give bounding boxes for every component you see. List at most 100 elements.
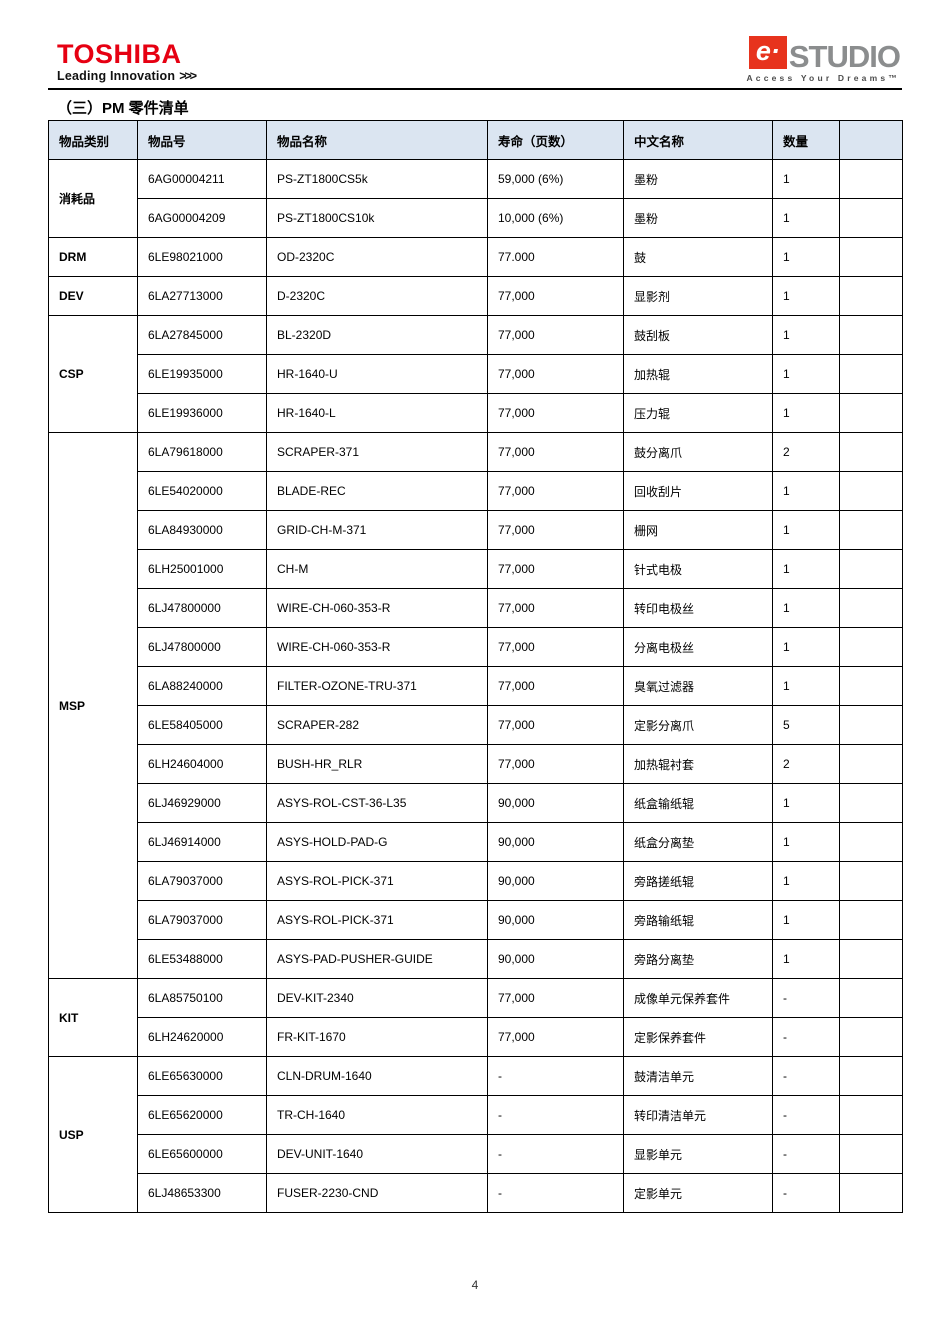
quantity-cell: 2: [772, 432, 840, 472]
part-number-cell: 6AG00004211: [137, 159, 267, 199]
empty-cell: [839, 432, 903, 472]
table-row: 6LE65620000 TR-CH-1640- 转印清洁单元 -: [49, 1095, 903, 1135]
part-number-cell: 6LA79037000: [137, 861, 267, 901]
part-name-cell: PS-ZT1800CS5k: [266, 159, 488, 199]
part-name-cell: ASYS-ROL-CST-36-L35: [266, 783, 488, 823]
chinese-name-cell: 旁路输纸辊: [623, 900, 773, 940]
quantity-cell: 2: [772, 744, 840, 784]
part-name-cell: HR-1640-U: [266, 354, 488, 394]
life-cell: 77,000: [487, 627, 624, 667]
life-cell: 90,000: [487, 822, 624, 862]
life-cell: -: [487, 1173, 624, 1213]
empty-cell: [839, 1095, 903, 1135]
quantity-cell: 1: [772, 276, 840, 316]
chinese-name-cell: 纸盒输纸辊: [623, 783, 773, 823]
table-row: 6LH24620000 FR-KIT-1670 77,000 定影保养套件 -: [49, 1017, 903, 1057]
header-life-pages: 寿命（页数）: [487, 120, 624, 160]
header-item-number: 物品号: [137, 120, 267, 160]
table-row: 6LJ46914000 ASYS-HOLD-PAD-G 90,000 纸盒分离垫 1: [49, 822, 903, 862]
empty-cell: [839, 900, 903, 940]
quantity-cell: 1: [772, 393, 840, 433]
empty-cell: [839, 1134, 903, 1174]
chinese-name-cell: 压力辊: [623, 393, 773, 433]
empty-cell: [839, 1173, 903, 1213]
part-name-cell: WIRE-CH-060-353-R: [266, 627, 488, 667]
part-name-cell: DEV-KIT-2340: [266, 978, 488, 1018]
empty-cell: [839, 705, 903, 745]
life-cell: 90,000: [487, 861, 624, 901]
quantity-cell: 1: [772, 822, 840, 862]
toshiba-tagline: Leading Innovation >>>: [57, 69, 197, 83]
part-number-cell: 6AG00004209: [137, 198, 267, 238]
life-cell: 90,000: [487, 900, 624, 940]
page-header: TOSHIBA Leading Innovation >>> e· STUDIO …: [48, 36, 902, 83]
part-name-cell: TR-CH-1640: [266, 1095, 488, 1135]
part-number-cell: 6LA27845000: [137, 315, 267, 355]
table-row: 6LA88240000 FILTER-OZONE-TRU-371 77,000 臭氧过…: [49, 666, 903, 706]
table-row: 6LA79037000 ASYS-ROL-PICK-371 90,000 旁路搓纸辊 1: [49, 861, 903, 901]
part-name-cell: WIRE-CH-060-353-R: [266, 588, 488, 628]
empty-cell: [839, 939, 903, 979]
life-cell: 90,000: [487, 783, 624, 823]
table-row: DEV 6LA27713000 D-2320C 77,000 显影剂 1: [48, 276, 903, 316]
chinese-name-cell: 转印清洁单元: [623, 1095, 773, 1135]
part-number-cell: 6LJ46914000: [137, 822, 267, 862]
chinese-name-cell: 转印电极丝: [623, 588, 773, 628]
chinese-name-cell: 分离电极丝: [623, 627, 773, 667]
table-row: 消耗品 6AG00004211 PS-ZT1800CS5k 59,000 (6%) 墨粉…: [48, 159, 903, 238]
category-cell: CSP: [48, 315, 138, 433]
part-name-cell: FUSER-2230-CND: [266, 1173, 488, 1213]
quantity-cell: 1: [772, 900, 840, 940]
estudio-logo-row: e· STUDIO: [748, 36, 901, 72]
chinese-name-cell: 旁路分离垫: [623, 939, 773, 979]
empty-cell: [839, 666, 903, 706]
life-cell: 77.000: [487, 237, 624, 277]
category-cell: KIT: [48, 978, 138, 1057]
life-cell: 77,000: [487, 978, 624, 1018]
empty-cell: [839, 159, 903, 199]
empty-cell: [839, 198, 903, 238]
part-number-cell: 6LJ48653300: [137, 1173, 267, 1213]
table-row: 6LJ47800000 WIRE-CH-060-353-R 77,000 转印电极丝 1: [49, 588, 903, 628]
part-name-cell: HR-1640-L: [266, 393, 488, 433]
category-cell: USP: [48, 1056, 138, 1213]
table-row: USP 6LE65630000 CLN-DRUM-1640- 鼓清洁单元 -: [48, 1056, 903, 1213]
quantity-cell: -: [772, 1095, 840, 1135]
empty-cell: [839, 627, 903, 667]
life-cell: 77,000: [487, 705, 624, 745]
empty-cell: [839, 471, 903, 511]
category-cell: 消耗品: [48, 159, 138, 238]
quantity-cell: 1: [772, 315, 840, 355]
header-divider: [48, 88, 902, 90]
part-name-cell: ASYS-PAD-PUSHER-GUIDE: [266, 939, 488, 979]
part-number-cell: 6LH24620000: [137, 1017, 267, 1057]
quantity-cell: -: [772, 1134, 840, 1174]
chinese-name-cell: 鼓清洁单元: [623, 1056, 773, 1096]
part-name-cell: BUSH-HR_RLR: [266, 744, 488, 784]
chinese-name-cell: 纸盒分离垫: [623, 822, 773, 862]
chinese-name-cell: 加热辊衬套: [623, 744, 773, 784]
chinese-name-cell: 墨粉: [623, 198, 773, 238]
empty-cell: [839, 237, 903, 277]
header-quantity: 数量: [772, 120, 840, 160]
table-row: MSP 6LA79618000 SCRAPER-371 77,000 鼓分离爪 2: [48, 432, 903, 979]
quantity-cell: 1: [772, 510, 840, 550]
estudio-tagline: Access Your Dreams™: [746, 73, 900, 83]
empty-cell: [839, 1056, 903, 1096]
empty-cell: [839, 822, 903, 862]
part-number-cell: 6LE54020000: [137, 471, 267, 511]
empty-cell: [839, 978, 903, 1018]
quantity-cell: 1: [772, 783, 840, 823]
category-cell: DEV: [48, 276, 138, 316]
part-name-cell: ASYS-HOLD-PAD-G: [266, 822, 488, 862]
category-cell: MSP: [48, 432, 138, 979]
part-number-cell: 6LE19936000: [137, 393, 267, 433]
empty-cell: [839, 1017, 903, 1057]
quantity-cell: 1: [772, 471, 840, 511]
life-cell: 77,000: [487, 276, 624, 316]
part-number-cell: 6LJ47800000: [137, 588, 267, 628]
life-cell: 77,000: [487, 315, 624, 355]
table-row: 6LE53488000 ASYS-PAD-PUSHER-GUIDE 90,000 旁路…: [49, 939, 903, 979]
part-number-cell: 6LA27713000: [137, 276, 267, 316]
part-number-cell: 6LE98021000: [137, 237, 267, 277]
